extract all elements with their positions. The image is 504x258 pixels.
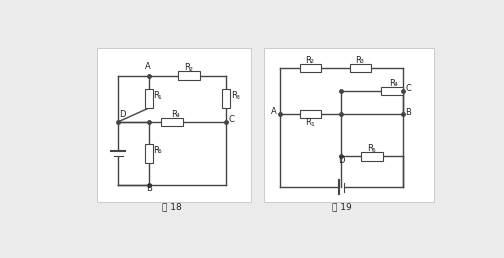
Text: A: A	[145, 62, 150, 71]
Text: D: D	[338, 156, 345, 165]
Bar	[300, 110, 322, 118]
Bar	[382, 87, 403, 95]
Text: 2: 2	[310, 59, 314, 64]
Text: R: R	[305, 118, 311, 127]
Text: C: C	[228, 115, 234, 124]
Bar	[97, 48, 250, 202]
Text: R: R	[171, 110, 177, 119]
Text: B: B	[146, 184, 152, 193]
Text: 5: 5	[157, 149, 161, 154]
Text: 3: 3	[360, 59, 364, 64]
Bar	[265, 48, 434, 202]
Text: 1: 1	[157, 95, 161, 100]
Text: R: R	[390, 79, 395, 88]
Text: R: R	[153, 91, 159, 100]
Text: R: R	[367, 144, 373, 153]
Text: B: B	[406, 108, 411, 117]
Text: 3: 3	[235, 95, 239, 100]
Text: D: D	[119, 110, 126, 119]
Text: R: R	[355, 56, 361, 65]
Text: 1: 1	[310, 122, 314, 127]
Text: C: C	[406, 84, 411, 93]
Text: 图 18: 图 18	[162, 202, 182, 211]
Text: 5: 5	[371, 148, 375, 153]
Text: 4: 4	[176, 113, 180, 118]
Text: 4: 4	[394, 82, 398, 87]
Text: R: R	[153, 146, 159, 155]
Bar	[350, 64, 371, 72]
Text: R: R	[231, 91, 236, 100]
Bar	[361, 152, 383, 161]
Bar	[222, 90, 230, 108]
Bar	[161, 118, 183, 126]
Bar	[145, 90, 153, 108]
Text: A: A	[271, 107, 277, 116]
Bar	[178, 71, 200, 80]
Bar	[300, 64, 322, 72]
Text: 2: 2	[188, 67, 192, 72]
Text: R: R	[184, 63, 190, 72]
Text: 图 19: 图 19	[332, 202, 351, 211]
Text: R: R	[305, 56, 311, 65]
Bar	[145, 144, 153, 163]
